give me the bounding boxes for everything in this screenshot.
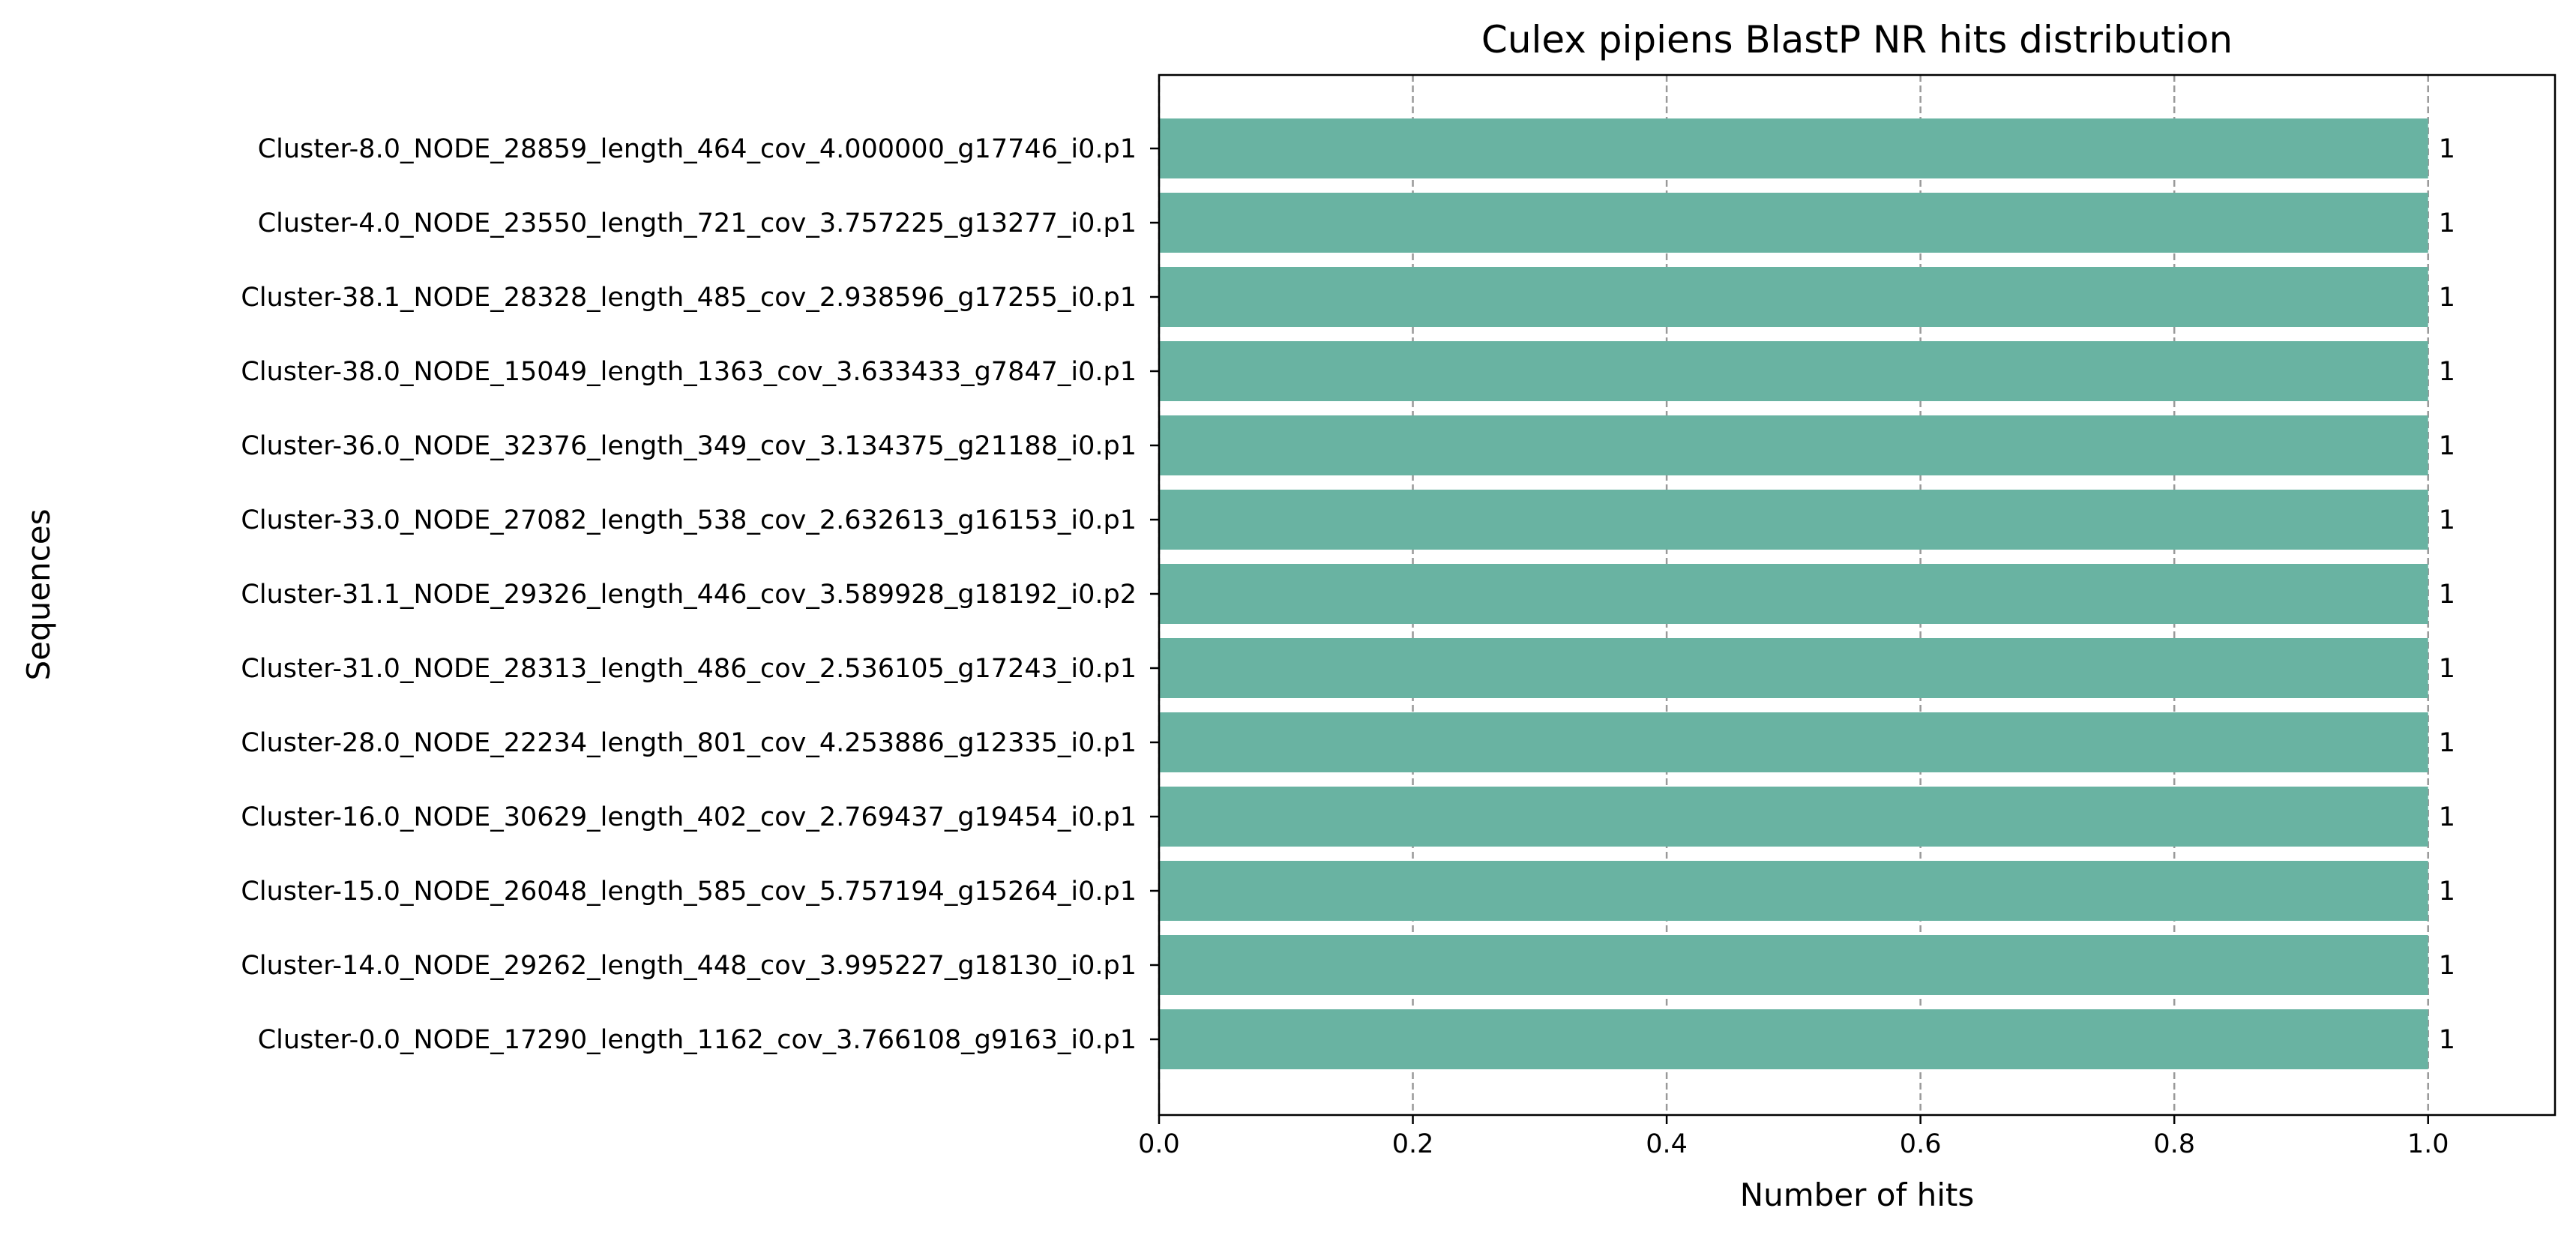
bar <box>1159 415 2428 475</box>
data-label: 1 <box>2439 728 2455 758</box>
y-axis-title: Sequences <box>20 508 57 680</box>
data-label: 1 <box>2439 283 2455 313</box>
y-tick-label: Cluster-8.0_NODE_28859_length_464_cov_4.… <box>258 134 1137 164</box>
x-axis-title: Number of hits <box>1740 1177 1975 1213</box>
data-label: 1 <box>2439 505 2455 535</box>
bar <box>1159 490 2428 550</box>
bar <box>1159 935 2428 995</box>
y-tick-label: Cluster-38.0_NODE_15049_length_1363_cov_… <box>241 357 1137 387</box>
y-tick-label: Cluster-36.0_NODE_32376_length_349_cov_3… <box>241 431 1137 461</box>
data-label: 1 <box>2439 654 2455 684</box>
y-tick-label: Cluster-4.0_NODE_23550_length_721_cov_3.… <box>258 208 1137 238</box>
bar <box>1159 193 2428 253</box>
data-label: 1 <box>2439 208 2455 238</box>
data-label: 1 <box>2439 951 2455 981</box>
bar <box>1159 787 2428 847</box>
data-label: 1 <box>2439 431 2455 461</box>
y-tick-label: Cluster-16.0_NODE_30629_length_402_cov_2… <box>241 802 1137 832</box>
data-label: 1 <box>2439 802 2455 832</box>
y-axis-ticks: Cluster-8.0_NODE_28859_length_464_cov_4.… <box>241 134 1159 1055</box>
x-tick-label: 0.2 <box>1392 1129 1434 1159</box>
data-label: 1 <box>2439 357 2455 387</box>
bar <box>1159 712 2428 772</box>
chart-title: Culex pipiens BlastP NR hits distributio… <box>1481 18 2233 61</box>
bar <box>1159 1009 2428 1069</box>
x-tick-label: 0.4 <box>1646 1129 1688 1159</box>
y-tick-label: Cluster-31.0_NODE_28313_length_486_cov_2… <box>241 654 1137 684</box>
y-tick-label: Cluster-15.0_NODE_26048_length_585_cov_5… <box>241 877 1137 907</box>
plot-frame <box>1158 73 2557 1117</box>
bars <box>1159 118 2428 1069</box>
y-tick-label: Cluster-31.1_NODE_29326_length_446_cov_3… <box>241 580 1137 610</box>
y-tick-label: Cluster-33.0_NODE_27082_length_538_cov_2… <box>241 505 1137 535</box>
bar <box>1159 638 2428 698</box>
data-label: 1 <box>2439 877 2455 907</box>
data-label: 1 <box>2439 1025 2455 1055</box>
data-label: 1 <box>2439 580 2455 610</box>
x-tick-label: 0.8 <box>2153 1129 2195 1159</box>
bar <box>1159 118 2428 178</box>
bar <box>1159 861 2428 921</box>
y-tick-label: Cluster-28.0_NODE_22234_length_801_cov_4… <box>241 728 1137 758</box>
data-label: 1 <box>2439 134 2455 164</box>
bar <box>1159 564 2428 624</box>
y-tick-label: Cluster-0.0_NODE_17290_length_1162_cov_3… <box>258 1025 1137 1055</box>
bar <box>1159 341 2428 401</box>
x-tick-label: 0.0 <box>1138 1129 1180 1159</box>
y-tick-label: Cluster-14.0_NODE_29262_length_448_cov_3… <box>241 951 1137 981</box>
data-labels: 1 1 1 1 1 1 1 1 1 1 1 1 1 <box>2439 134 2455 1055</box>
y-tick-label: Cluster-38.1_NODE_28328_length_485_cov_2… <box>241 283 1137 313</box>
x-tick-label: 1.0 <box>2407 1129 2449 1159</box>
x-axis-ticks: 0.0 0.2 0.4 0.6 0.8 1.0 <box>1138 1115 2449 1159</box>
x-tick-label: 0.6 <box>1900 1129 1942 1159</box>
bar <box>1159 267 2428 327</box>
